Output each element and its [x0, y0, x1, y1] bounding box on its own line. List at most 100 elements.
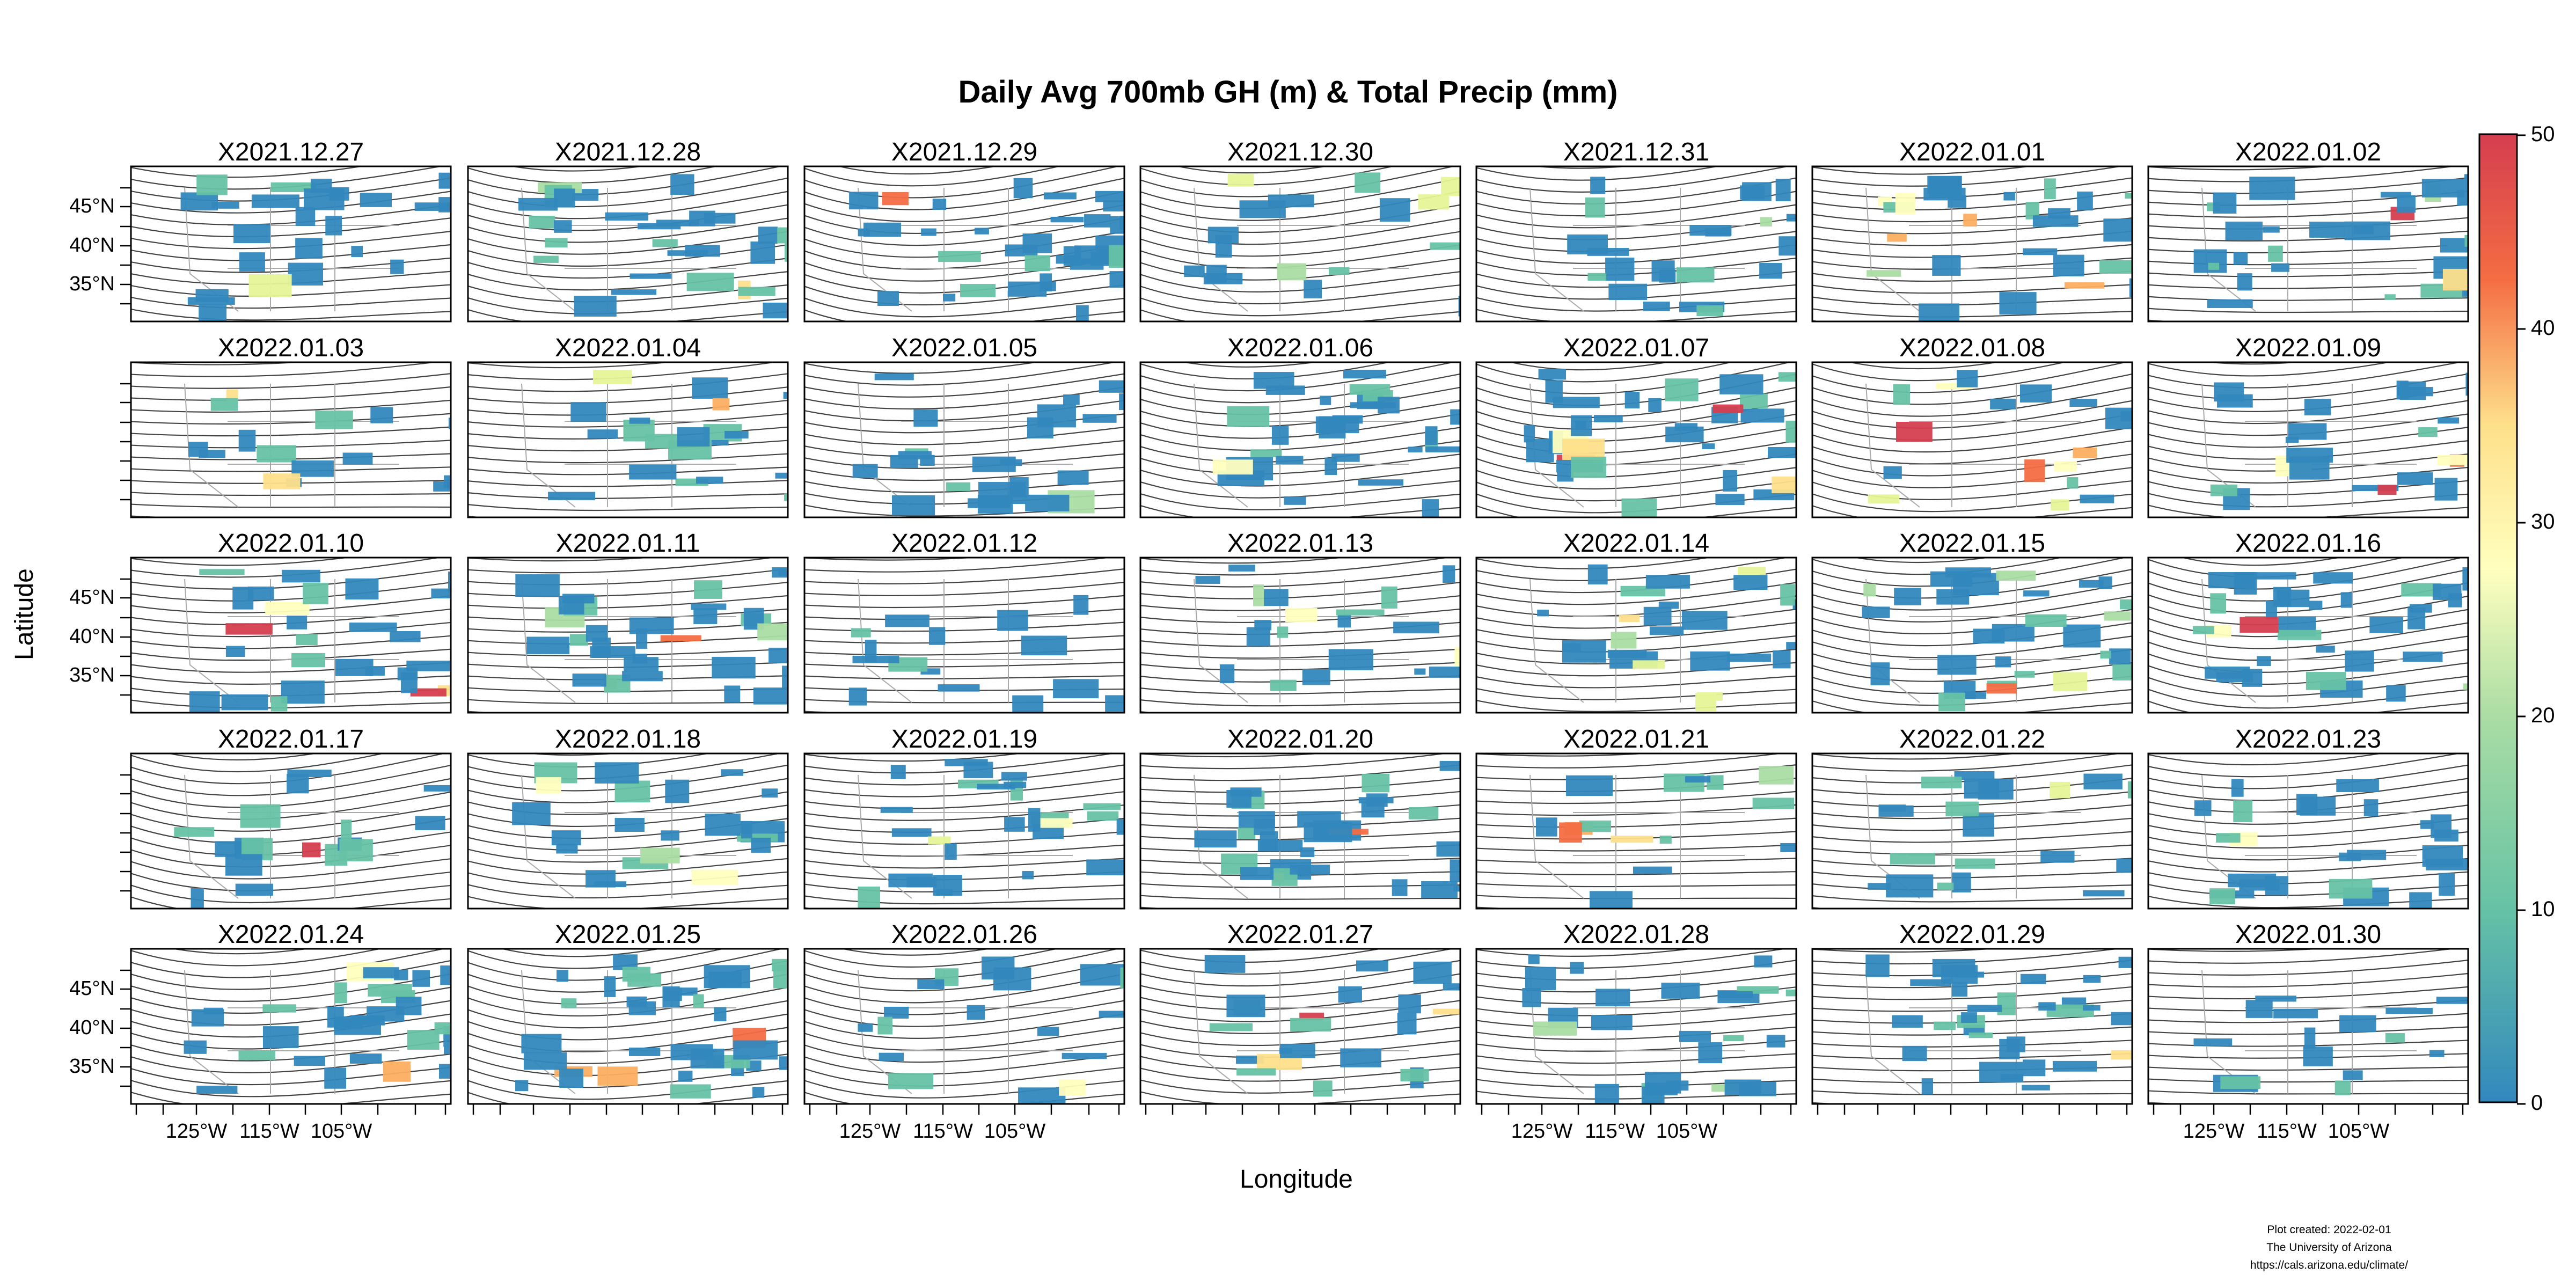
map-panel: [803, 948, 1125, 1105]
map-panel: [1139, 948, 1461, 1105]
footer-created: Plot created: 2022-02-01: [2267, 1224, 2391, 1236]
panel-title: X2021.12.27: [217, 138, 364, 166]
panel-title: X2022.01.18: [554, 725, 701, 753]
colorbar-tick-30: 30: [2531, 510, 2555, 533]
panel-title: X2022.01.22: [1899, 725, 2046, 753]
colorbar-tick-50: 50: [2531, 122, 2555, 146]
chart-title: Daily Avg 700mb GH (m) & Total Precip (m…: [958, 75, 1618, 109]
panel-title: X2022.01.03: [217, 334, 364, 362]
map-panel: [130, 948, 452, 1105]
panel-title: X2022.01.25: [554, 920, 701, 949]
lon-tick-label: 115°W: [913, 1120, 973, 1143]
map-panel: [2147, 361, 2469, 518]
map-panel: [130, 361, 452, 518]
panel-title: X2022.01.29: [1899, 920, 2046, 949]
panel-title: X2022.01.15: [1899, 529, 2046, 558]
panel-title: X2022.01.02: [2235, 138, 2382, 166]
map-panel: [1811, 165, 2133, 323]
lat-tick-label: 35°N: [69, 1055, 115, 1078]
map-panel: [467, 752, 789, 910]
lat-tick-label: 40°N: [69, 234, 115, 257]
map-panel: [1475, 557, 1797, 714]
panel-title: X2022.01.11: [555, 529, 700, 558]
lat-tick-label: 40°N: [69, 625, 115, 648]
map-panel: [803, 165, 1125, 323]
panel-title: X2022.01.19: [891, 725, 1038, 753]
x-axis-title: Longitude: [1240, 1165, 1353, 1194]
footer-url: https://cals.arizona.edu/climate/: [2250, 1259, 2409, 1271]
map-panel: [1139, 752, 1461, 910]
panel-title: X2022.01.12: [891, 529, 1038, 558]
map-panel: [467, 361, 789, 518]
lat-tick-label: 45°N: [69, 977, 115, 1000]
map-panel: [467, 165, 789, 323]
panel-title: X2022.01.30: [2235, 920, 2382, 949]
lon-tick-label: 125°W: [839, 1120, 901, 1143]
lon-tick-label: 115°W: [1585, 1120, 1645, 1143]
panel-title: X2021.12.31: [1563, 138, 1710, 166]
map-panel: [2147, 165, 2469, 323]
panel-title: X2022.01.26: [891, 920, 1038, 949]
panel-title: X2021.12.29: [891, 138, 1038, 166]
map-panel: [467, 948, 789, 1105]
panel-title: X2022.01.14: [1563, 529, 1710, 558]
map-panel: [130, 752, 452, 910]
panel-title: X2022.01.23: [2235, 725, 2382, 753]
lon-tick-label: 125°W: [165, 1120, 228, 1143]
panel-title: X2022.01.24: [217, 920, 364, 949]
panel-title: X2022.01.20: [1227, 725, 1374, 753]
panel-title: X2022.01.10: [217, 529, 364, 558]
colorbar-tick-10: 10: [2531, 897, 2555, 921]
lon-tick-label: 105°W: [310, 1120, 372, 1143]
lon-tick-label: 115°W: [2257, 1120, 2317, 1143]
map-panel: [467, 557, 789, 714]
footer-org: The University of Arizona: [2266, 1241, 2392, 1254]
lat-tick-label: 35°N: [69, 273, 115, 295]
y-axis-title: Latitude: [10, 568, 39, 660]
panel-title: X2022.01.05: [891, 334, 1038, 362]
colorbar-tick-40: 40: [2531, 316, 2555, 340]
panel-title: X2022.01.08: [1899, 334, 2046, 362]
map-panel: [1475, 361, 1797, 518]
panel-title: X2022.01.13: [1227, 529, 1374, 558]
lon-tick-label: 115°W: [239, 1120, 299, 1143]
map-panel: [1811, 752, 2133, 910]
map-panel: [1811, 948, 2133, 1105]
lon-tick-label: 125°W: [2183, 1120, 2245, 1143]
colorbar-tick-20: 20: [2531, 704, 2555, 727]
map-panel: [2147, 948, 2469, 1105]
panel-title: X2021.12.30: [1227, 138, 1374, 166]
lon-tick-label: 105°W: [984, 1120, 1046, 1143]
map-panel: [803, 361, 1125, 518]
lat-tick-label: 45°N: [69, 195, 115, 217]
panel-title: X2022.01.28: [1563, 920, 1710, 949]
map-panel: [130, 165, 452, 323]
map-panel: [1475, 165, 1797, 323]
panel-title: X2022.01.01: [1899, 138, 2046, 166]
map-panel: [1139, 557, 1461, 714]
lon-tick-label: 105°W: [1656, 1120, 1718, 1143]
panel-title: X2022.01.04: [554, 334, 701, 362]
lat-tick-label: 45°N: [69, 586, 115, 609]
panel-title: X2022.01.27: [1227, 920, 1374, 949]
panel-title: X2022.01.17: [217, 725, 364, 753]
map-panel: [803, 557, 1125, 714]
lat-tick-label: 40°N: [69, 1016, 115, 1039]
map-panel: [130, 557, 452, 714]
map-panel: [1139, 165, 1461, 323]
panel-title: X2022.01.07: [1563, 334, 1710, 362]
map-panel: [2147, 752, 2469, 910]
panel-title: X2022.01.09: [2235, 334, 2382, 362]
panel-title: X2022.01.21: [1563, 725, 1710, 753]
colorbar-tick-0: 0: [2531, 1091, 2543, 1115]
lon-tick-label: 125°W: [1511, 1120, 1573, 1143]
lon-tick-label: 105°W: [2328, 1120, 2390, 1143]
map-panel: [2147, 557, 2469, 714]
map-panel: [1811, 557, 2133, 714]
panel-title: X2021.12.28: [554, 138, 701, 166]
map-panel: [1475, 752, 1797, 910]
panel-title: X2022.01.06: [1227, 334, 1374, 362]
panel-title: X2022.01.16: [2235, 529, 2382, 558]
map-panel: [1475, 948, 1797, 1105]
